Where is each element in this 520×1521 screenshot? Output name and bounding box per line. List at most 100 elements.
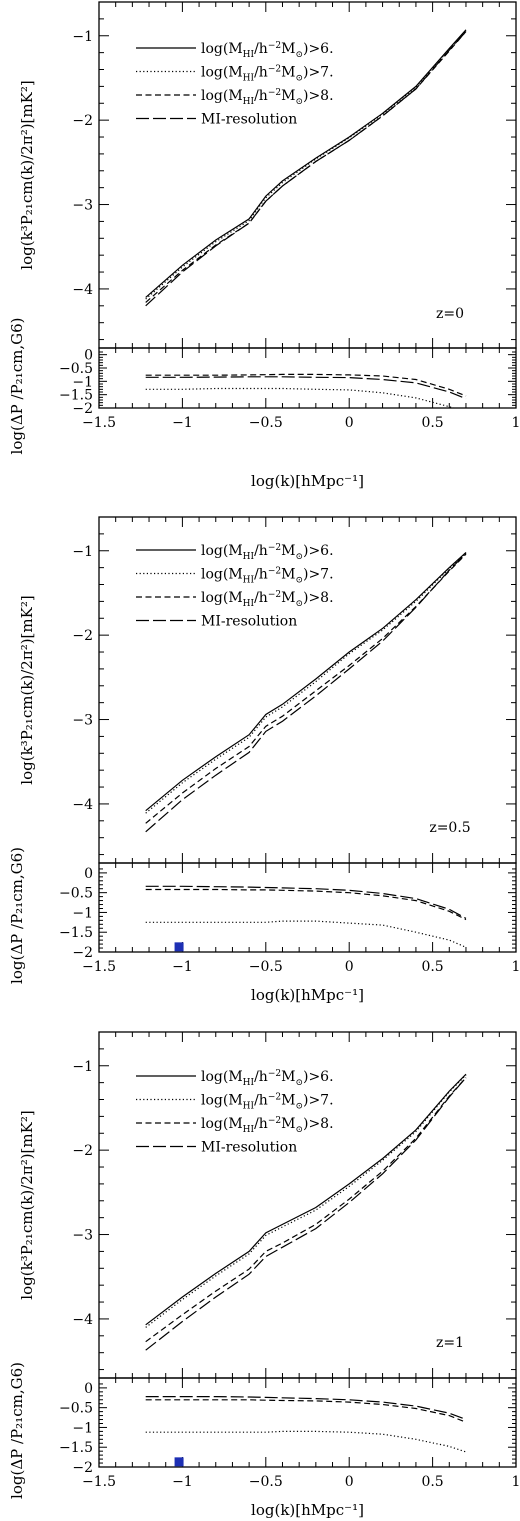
- x-tick-label: 0: [345, 959, 354, 975]
- x-tick-label: 0: [345, 1474, 354, 1490]
- y-tick-label: −4: [72, 797, 93, 813]
- panel-label: z=0: [436, 306, 464, 322]
- y-axis-label-upper: log(k³P₂₁cm(k)/2π²)[mK²]: [18, 595, 36, 784]
- x-tick-label: 1: [512, 415, 520, 431]
- series-dotted: [145, 30, 467, 300]
- y-tick-label: −1: [72, 544, 93, 560]
- y-tick-label: −4: [72, 1312, 93, 1328]
- series-solid: [145, 1073, 467, 1326]
- ratio-dotted: [145, 920, 467, 948]
- legend-label: MI-resolution: [201, 112, 297, 128]
- x-tick-label: −0.5: [249, 1474, 283, 1490]
- legend-label: log(MHI/h−2M⊙)>6.: [201, 543, 334, 562]
- y-tick-label: −2: [72, 401, 93, 417]
- y-tick-label: 0: [84, 1381, 93, 1397]
- y-tick-label: −3: [72, 713, 93, 729]
- lower-frame: [98, 862, 517, 953]
- x-tick-label: −1.5: [82, 959, 116, 975]
- y-tick-label: −1: [72, 905, 93, 921]
- panel-z=0.5: −1.5 −1 −0.5 0 0.5 1−1−2−3−40−0.5−1−1.5−2log(…: [8, 516, 520, 1004]
- y-tick-label: 0: [84, 348, 93, 364]
- series-dashed: [145, 31, 467, 303]
- legend-label: MI-resolution: [201, 614, 297, 630]
- legend-label: MI-resolution: [201, 1140, 297, 1156]
- series-solid: [145, 29, 467, 298]
- y-tick-label: 0: [84, 866, 93, 882]
- legend-label: log(MHI/h−2M⊙)>6.: [201, 1069, 334, 1088]
- y-axis-label-lower: log(ΔP /P₂₁cm,G6): [8, 847, 26, 984]
- x-tick-label: 0.5: [421, 415, 443, 431]
- panel-z=0: −1.5 −1 −0.5 0 0.5 1−1−2−3−40−0.5−1−1.5−2log(…: [8, 1, 520, 490]
- series-longdash: [145, 31, 467, 307]
- y-axis-label-lower: log(ΔP /P₂₁cm,G6): [8, 318, 26, 455]
- y-tick-label: −0.5: [59, 886, 93, 902]
- y-tick-label: −0.5: [59, 361, 93, 377]
- x-axis-label: log(k)[hMpc⁻¹]: [251, 1501, 364, 1519]
- upper-series: [145, 551, 467, 833]
- legend-label: log(MHI/h−2M⊙)>6.: [201, 41, 334, 60]
- series-longdash: [145, 1077, 467, 1351]
- y-tick-label: −1.5: [59, 1440, 93, 1456]
- x-tick-label: −1: [172, 415, 193, 431]
- ratio-dashed: [145, 888, 467, 921]
- y-tick-label: −0.5: [59, 1401, 93, 1417]
- x-tick-label: −0.5: [249, 415, 283, 431]
- y-tick-label: −3: [72, 198, 93, 214]
- legend-label: log(MHI/h−2M⊙)>7.: [201, 567, 334, 586]
- legend-label: log(MHI/h−2M⊙)>8.: [201, 88, 334, 107]
- y-tick-label: −2: [72, 628, 93, 644]
- ratio-longdash: [145, 1395, 467, 1421]
- series-dashed: [145, 1077, 467, 1343]
- y-axis-label-lower: log(ΔP /P₂₁cm,G6): [8, 1362, 26, 1499]
- legend: log(MHI/h−2M⊙)>6. log(MHI/h−2M⊙)>7. log(MH…: [136, 41, 334, 128]
- legend-label: log(MHI/h−2M⊙)>7.: [201, 1093, 334, 1112]
- x-tick-label: 0.5: [421, 1474, 443, 1490]
- x-tick-label: −1: [172, 959, 193, 975]
- data-marker: [174, 942, 184, 952]
- x-tick-label: −1.5: [82, 415, 116, 431]
- series-dotted: [145, 1074, 467, 1328]
- legend: log(MHI/h−2M⊙)>6. log(MHI/h−2M⊙)>7. log(MH…: [136, 1069, 334, 1156]
- lower-series: [145, 1395, 467, 1453]
- y-tick-label: −1.5: [59, 388, 93, 404]
- series-longdash: [145, 552, 467, 833]
- x-tick-label: −0.5: [249, 959, 283, 975]
- series-dotted: [145, 552, 467, 814]
- panel-label: z=1: [436, 1335, 464, 1351]
- y-tick-label: −2: [72, 113, 93, 129]
- y-axis-label-upper: log(k³P₂₁cm(k)/2π²)[mK²]: [18, 80, 36, 269]
- lower-series: [145, 373, 467, 408]
- y-tick-label: −1: [72, 374, 93, 390]
- lower-frame: [98, 1377, 517, 1468]
- x-tick-label: 0: [345, 415, 354, 431]
- ratio-dotted: [145, 1430, 467, 1453]
- x-tick-label: 0.5: [421, 959, 443, 975]
- y-tick-label: −2: [72, 1460, 93, 1476]
- y-tick-label: −1: [72, 1059, 93, 1075]
- x-tick-label: 1: [512, 1474, 520, 1490]
- legend-label: log(MHI/h−2M⊙)>8.: [201, 1116, 334, 1135]
- panel-label: z=0.5: [429, 820, 470, 836]
- x-tick-label: −1.5: [82, 1474, 116, 1490]
- y-tick-label: −1: [72, 29, 93, 45]
- x-axis-label: log(k)[hMpc⁻¹]: [251, 986, 364, 1004]
- upper-series: [145, 1073, 467, 1351]
- y-tick-label: −2: [72, 945, 93, 961]
- legend-label: log(MHI/h−2M⊙)>7.: [201, 65, 334, 84]
- ratio-dashed: [145, 373, 467, 397]
- y-tick-label: −1.5: [59, 925, 93, 941]
- lower-frame: [98, 347, 517, 409]
- panel-z=1: −1.5 −1 −0.5 0 0.5 1−1−2−3−40−0.5−1−1.5−2log(…: [8, 1031, 520, 1519]
- y-tick-label: −4: [72, 282, 93, 298]
- x-tick-label: −1: [172, 1474, 193, 1490]
- legend: log(MHI/h−2M⊙)>6. log(MHI/h−2M⊙)>7. log(MH…: [136, 543, 334, 630]
- ratio-dashed: [145, 1399, 467, 1423]
- upper-series: [145, 29, 467, 307]
- x-tick-label: 1: [512, 959, 520, 975]
- y-axis-label-upper: log(k³P₂₁cm(k)/2π²)[mK²]: [18, 1110, 36, 1299]
- series-solid: [145, 551, 467, 812]
- ratio-longdash: [145, 885, 467, 919]
- y-tick-label: −1: [72, 1420, 93, 1436]
- x-axis-label: log(k)[hMpc⁻¹]: [251, 472, 364, 490]
